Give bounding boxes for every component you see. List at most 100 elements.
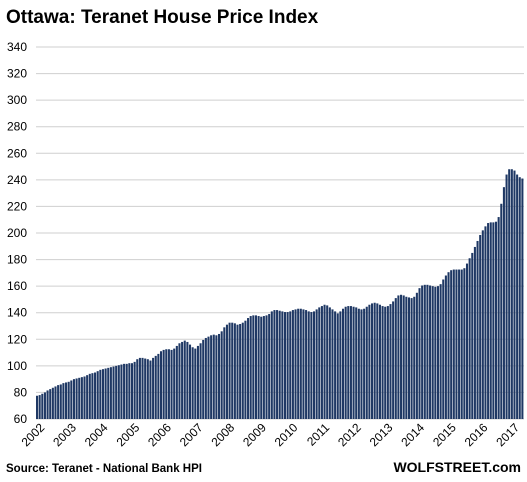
bar <box>291 310 294 419</box>
bar <box>405 296 408 419</box>
bar <box>423 284 426 419</box>
bar <box>326 305 329 419</box>
y-tick-label: 140 <box>7 306 27 320</box>
bar <box>146 359 149 419</box>
bar <box>468 258 471 419</box>
x-tick-label: 2008 <box>208 420 237 449</box>
bar <box>202 339 205 419</box>
bar <box>210 335 213 419</box>
bar <box>320 306 323 419</box>
bar <box>260 316 263 419</box>
bar <box>233 323 236 419</box>
bar <box>212 334 215 419</box>
bar <box>450 270 453 419</box>
y-tick-label: 260 <box>7 146 27 160</box>
bar <box>36 395 39 419</box>
bar <box>397 295 400 419</box>
bar <box>199 343 202 419</box>
bar <box>331 309 334 419</box>
bar <box>236 324 239 419</box>
bar <box>104 368 107 419</box>
bar <box>347 306 350 419</box>
y-tick-label: 280 <box>7 120 27 134</box>
bar <box>513 170 516 419</box>
x-tick-label: 2010 <box>272 420 301 449</box>
bar <box>204 337 207 419</box>
bar <box>442 279 445 419</box>
bar <box>281 311 284 419</box>
bar <box>447 272 450 419</box>
bar <box>141 357 144 419</box>
bars <box>36 169 524 419</box>
bar <box>299 308 302 419</box>
bar <box>249 316 252 419</box>
bar <box>120 364 123 419</box>
bar <box>244 320 247 419</box>
bar <box>218 333 221 419</box>
bar <box>294 309 297 419</box>
bar <box>125 363 128 419</box>
bar <box>429 285 432 419</box>
bar <box>479 234 482 419</box>
bar <box>392 301 395 419</box>
bar <box>239 324 242 419</box>
bar <box>159 351 163 419</box>
bar <box>436 286 440 419</box>
bar <box>473 246 476 419</box>
bar <box>444 275 447 419</box>
bar <box>225 324 228 419</box>
bar <box>349 306 352 419</box>
source-note: Source: Teranet - National Bank HPI <box>6 463 202 475</box>
bar <box>413 296 416 419</box>
bar <box>173 348 176 419</box>
bar <box>154 355 157 419</box>
x-tick-label: 2006 <box>145 420 174 449</box>
bar <box>334 311 337 419</box>
bar <box>365 306 368 419</box>
bar <box>502 187 505 419</box>
bar <box>207 336 210 419</box>
y-tick-labels: 60 80 100 120 140 160 180 200 220 240 260 280 300 320… <box>7 40 27 426</box>
bar <box>223 327 226 419</box>
bar <box>471 252 474 419</box>
bar <box>115 365 118 419</box>
bar <box>276 310 279 419</box>
bar <box>112 366 115 419</box>
bar <box>415 292 418 419</box>
bar <box>500 203 503 419</box>
bar <box>434 286 437 419</box>
bar <box>518 177 521 419</box>
bar <box>46 390 49 419</box>
x-tick-label: 2005 <box>114 420 143 449</box>
bar <box>262 316 265 419</box>
bar <box>270 311 273 419</box>
y-tick-label: 320 <box>7 67 27 81</box>
bar <box>352 306 355 419</box>
bar <box>357 308 360 419</box>
bar <box>191 347 194 419</box>
bar <box>339 311 342 419</box>
bar <box>252 315 255 419</box>
bar <box>363 308 366 419</box>
y-tick-label: 220 <box>7 199 27 213</box>
bar <box>381 306 384 419</box>
bar <box>323 304 326 419</box>
bar <box>165 349 168 419</box>
bar <box>75 378 78 419</box>
bar <box>481 230 484 419</box>
bar <box>38 395 41 419</box>
bar <box>505 174 508 419</box>
bar <box>418 288 421 419</box>
bar <box>289 311 292 419</box>
y-tick-label: 80 <box>14 385 28 399</box>
bar <box>407 297 410 419</box>
bar <box>452 269 455 419</box>
bar <box>360 309 363 419</box>
bar <box>181 341 184 419</box>
bar <box>431 286 434 419</box>
bar <box>138 357 141 419</box>
bar <box>133 361 136 419</box>
x-tick-label: 2015 <box>430 420 459 449</box>
bar <box>59 384 62 419</box>
bar <box>476 240 479 419</box>
